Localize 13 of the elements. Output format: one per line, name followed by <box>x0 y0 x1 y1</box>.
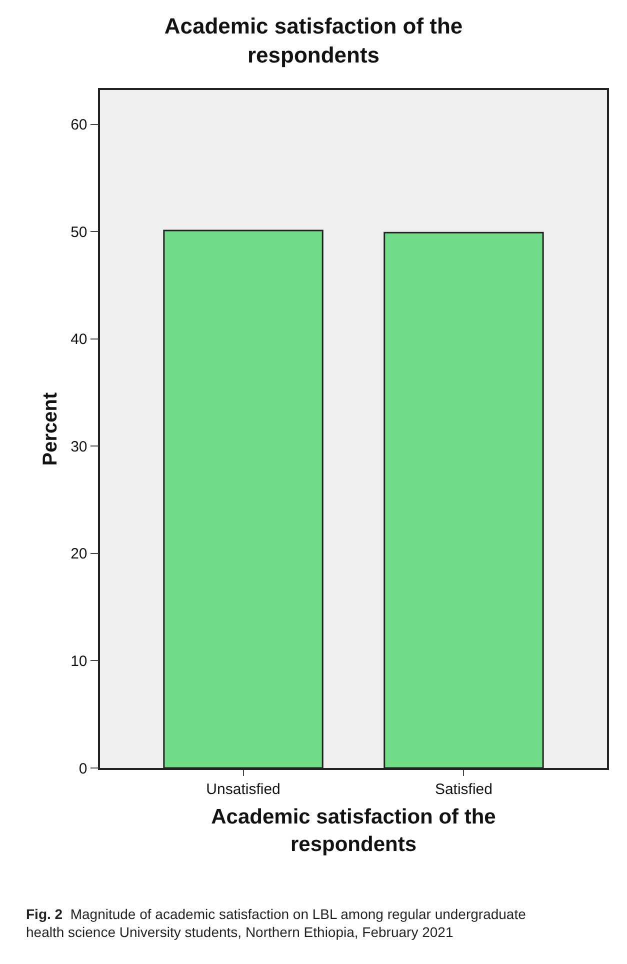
x-tick-label: Unsatisfied <box>206 780 280 798</box>
y-tick-label: 20 <box>70 546 88 563</box>
y-tick-label: 10 <box>70 652 88 670</box>
y-tick-label: 30 <box>70 438 88 456</box>
y-tick-label: 0 <box>78 760 88 778</box>
y-tick-label: 40 <box>70 331 88 348</box>
chart-title: Academic satisfaction of the respondents <box>164 14 463 68</box>
caption: Fig. 2 <box>26 906 63 922</box>
y-tick-label: 50 <box>70 224 88 241</box>
x-tick-label: Satisfied <box>434 780 492 798</box>
y-axis-title: Percent <box>40 392 62 466</box>
y-tick-label: 60 <box>70 116 88 134</box>
x-axis-title: Academic satisfaction of the respondents <box>211 805 496 856</box>
